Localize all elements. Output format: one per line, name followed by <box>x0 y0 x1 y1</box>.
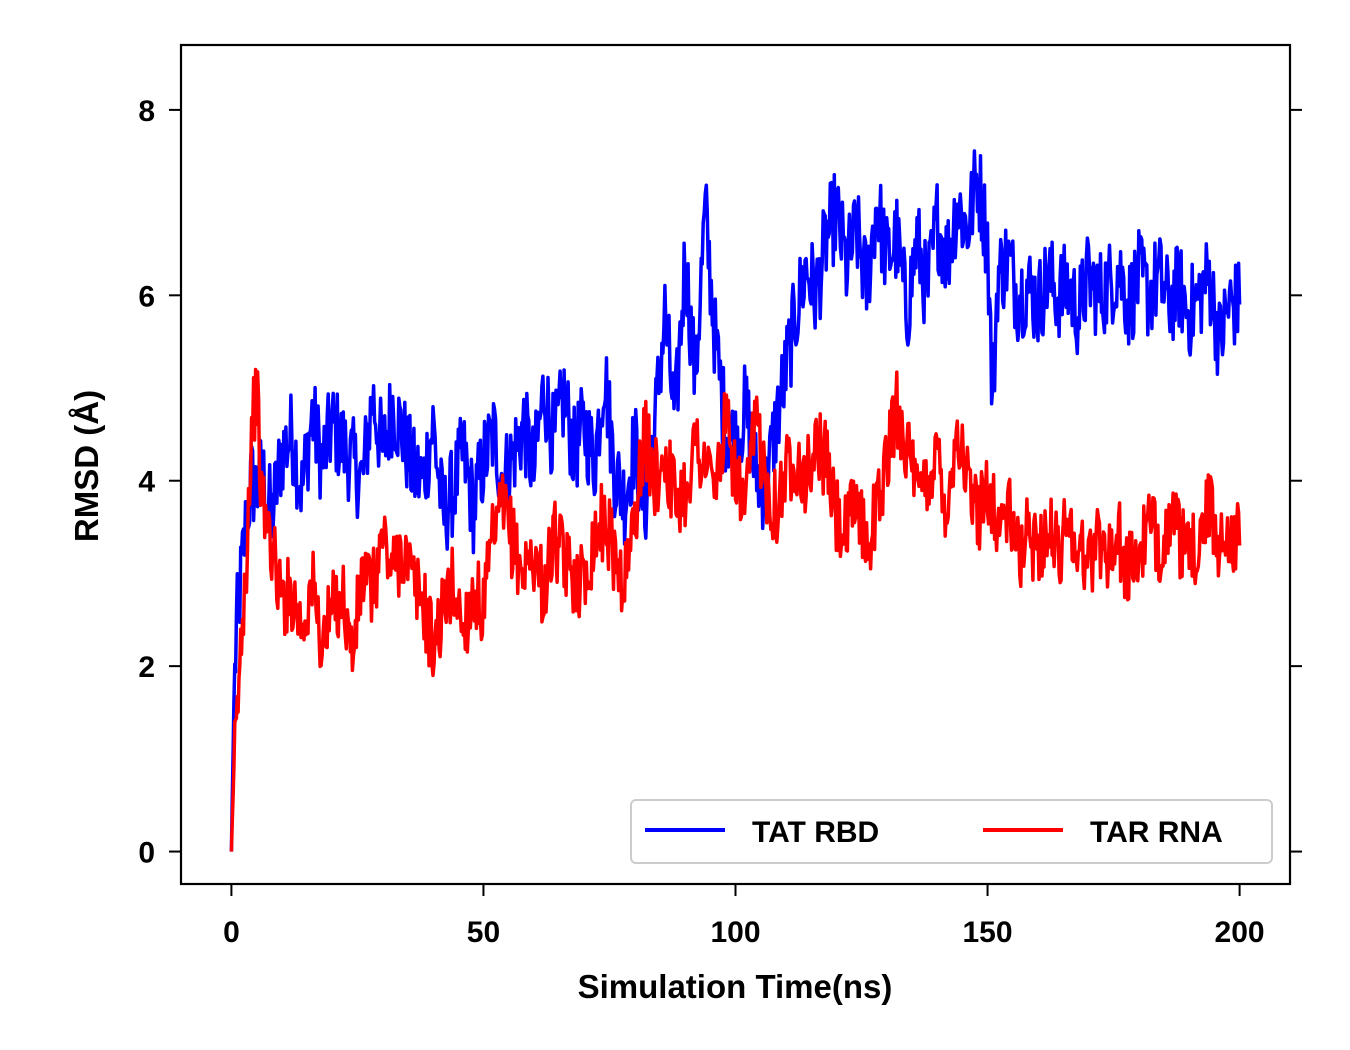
x-tick-label: 0 <box>223 916 240 949</box>
x-axis-ticks: 0 50 100 150 200 <box>223 884 1265 949</box>
y-axis-label: RMSD (Å) <box>68 390 105 542</box>
y-axis-ticks: 0 2 4 6 8 <box>138 95 1302 870</box>
legend-label-tar-rna: TAR RNA <box>1090 816 1223 849</box>
y-tick-label: 4 <box>138 466 155 499</box>
x-tick-label: 200 <box>1215 916 1265 949</box>
x-axis-label: Simulation Time(ns) <box>578 968 893 1005</box>
legend-box <box>630 799 1273 864</box>
plot-lines <box>229 149 1242 852</box>
y-tick-label: 6 <box>138 280 155 313</box>
legend-label-tat-rbd: TAT RBD <box>752 816 879 849</box>
y-tick-label: 8 <box>138 95 155 128</box>
y-tick-label: 0 <box>138 837 155 870</box>
x-tick-label: 150 <box>963 916 1013 949</box>
legend: TAT RBD TAR RNA <box>630 799 1273 864</box>
x-tick-label: 50 <box>467 916 500 949</box>
x-tick-label: 100 <box>710 916 760 949</box>
y-tick-label: 2 <box>138 651 155 684</box>
series-line-tar-rna <box>229 367 1242 852</box>
